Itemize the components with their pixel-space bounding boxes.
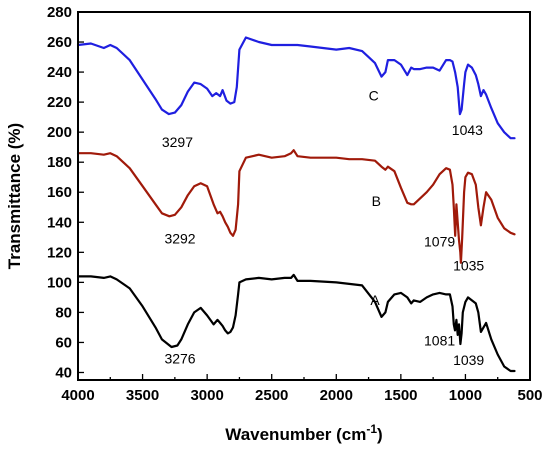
y-tick-label: 60 [55,334,72,351]
annotation-label: A [370,292,380,308]
x-axis-title-main: Wavenumber (cm [225,425,366,444]
annotation-label: 3292 [164,230,195,246]
y-tick-label: 220 [47,94,72,111]
annotation-label: C [369,88,379,104]
y-tick-label: 100 [47,274,72,291]
y-tick-label: 260 [47,34,72,51]
x-tick-label: 4000 [61,387,94,404]
series-layer [76,36,516,373]
series-line-b [76,149,516,264]
x-axis-title: Wavenumber (cm-1) [225,422,382,444]
x-tick-label: 3000 [190,387,223,404]
x-axis-title-superscript: -1 [366,422,377,436]
series-line-c [76,36,516,140]
x-tick-label: 2500 [255,387,288,404]
y-tick-label: 140 [47,214,72,231]
y-tick-label: 240 [47,64,72,81]
y-axis-title: Transmittance (%) [5,123,24,269]
y-axis: 40 60 80 100 120 140 160 180 200 220 240 260 280 [47,4,84,381]
annotation-label: 3276 [164,350,195,366]
annotation-label: 1079 [424,233,455,249]
annotation-label: B [372,193,381,209]
y-tick-label: 280 [47,4,72,21]
annotation-label: 1081 [424,332,455,348]
x-tick-label: 500 [517,387,542,404]
y-tick-label: 120 [47,244,72,261]
y-tick-label: 160 [47,184,72,201]
x-tick-label: 2000 [320,387,353,404]
annotation-label: 1039 [453,352,484,368]
x-tick-label: 1000 [449,387,482,404]
annotation-layer: C 3297 1043 B 3292 1079 1035 A 3276 1081 1039 [162,88,485,368]
x-axis-title-end: ) [377,425,383,444]
annotation-label: 1043 [452,122,483,138]
x-tick-label: 1500 [384,387,417,404]
y-tick-label: 40 [55,364,72,381]
x-tick-label: 3500 [126,387,159,404]
y-tick-label: 80 [55,304,72,321]
annotation-label: 3297 [162,134,193,150]
y-tick-label: 200 [47,124,72,141]
annotation-label: 1035 [453,257,484,273]
x-axis: 4000 3500 3000 2500 2000 1500 1000 500 [61,374,543,404]
series-line-a [76,273,516,373]
y-tick-label: 180 [47,154,72,171]
